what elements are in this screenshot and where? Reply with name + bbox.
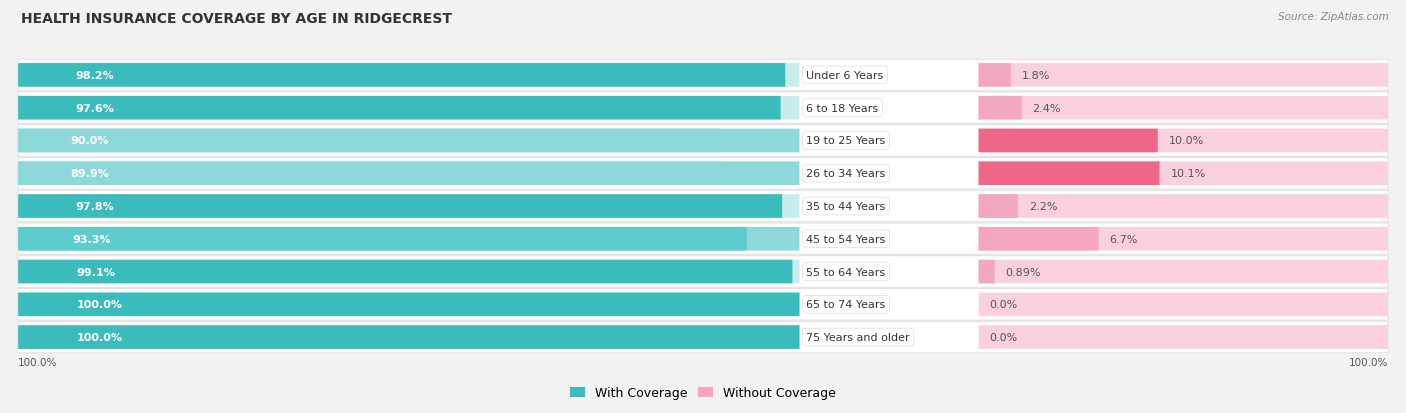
Text: 35 to 44 Years: 35 to 44 Years [807, 202, 886, 211]
Text: 19 to 25 Years: 19 to 25 Years [807, 136, 886, 146]
FancyBboxPatch shape [18, 289, 1388, 320]
FancyBboxPatch shape [979, 162, 1388, 185]
FancyBboxPatch shape [979, 97, 1388, 120]
Text: 6.7%: 6.7% [1109, 234, 1137, 244]
FancyBboxPatch shape [18, 158, 1388, 190]
FancyBboxPatch shape [18, 260, 800, 284]
Text: 93.3%: 93.3% [73, 234, 111, 244]
Text: 99.1%: 99.1% [76, 267, 115, 277]
FancyBboxPatch shape [18, 162, 720, 185]
FancyBboxPatch shape [979, 64, 1388, 88]
Text: 45 to 54 Years: 45 to 54 Years [807, 234, 886, 244]
FancyBboxPatch shape [18, 293, 800, 316]
FancyBboxPatch shape [18, 228, 747, 251]
FancyBboxPatch shape [18, 162, 800, 185]
Text: 98.2%: 98.2% [76, 71, 114, 81]
Text: 89.9%: 89.9% [70, 169, 110, 179]
FancyBboxPatch shape [979, 195, 1388, 218]
FancyBboxPatch shape [979, 260, 1388, 284]
Text: Source: ZipAtlas.com: Source: ZipAtlas.com [1278, 12, 1389, 22]
FancyBboxPatch shape [18, 260, 793, 284]
FancyBboxPatch shape [979, 97, 1022, 120]
FancyBboxPatch shape [18, 325, 800, 349]
FancyBboxPatch shape [979, 260, 994, 284]
Text: 10.0%: 10.0% [1168, 136, 1204, 146]
FancyBboxPatch shape [18, 256, 1388, 287]
FancyBboxPatch shape [18, 64, 800, 88]
FancyBboxPatch shape [979, 195, 1018, 218]
Text: 97.6%: 97.6% [76, 103, 114, 114]
Text: 97.8%: 97.8% [76, 202, 114, 211]
Text: 2.4%: 2.4% [1032, 103, 1062, 114]
FancyBboxPatch shape [18, 60, 1388, 91]
FancyBboxPatch shape [18, 64, 786, 88]
FancyBboxPatch shape [979, 129, 1388, 153]
Text: 55 to 64 Years: 55 to 64 Years [807, 267, 886, 277]
Text: 75 Years and older: 75 Years and older [807, 332, 910, 342]
Text: 0.0%: 0.0% [990, 299, 1018, 310]
Text: 100.0%: 100.0% [1348, 357, 1388, 367]
Text: 100.0%: 100.0% [18, 357, 58, 367]
FancyBboxPatch shape [979, 162, 1160, 185]
Text: 100.0%: 100.0% [77, 332, 122, 342]
Text: HEALTH INSURANCE COVERAGE BY AGE IN RIDGECREST: HEALTH INSURANCE COVERAGE BY AGE IN RIDG… [21, 12, 453, 26]
FancyBboxPatch shape [18, 129, 800, 153]
FancyBboxPatch shape [18, 191, 1388, 222]
Text: 1.8%: 1.8% [1022, 71, 1050, 81]
Text: 0.89%: 0.89% [1005, 267, 1040, 277]
FancyBboxPatch shape [18, 223, 1388, 255]
FancyBboxPatch shape [18, 228, 800, 251]
Text: Under 6 Years: Under 6 Years [807, 71, 883, 81]
FancyBboxPatch shape [18, 195, 782, 218]
Text: 65 to 74 Years: 65 to 74 Years [807, 299, 886, 310]
FancyBboxPatch shape [979, 325, 1388, 349]
Text: 10.1%: 10.1% [1171, 169, 1206, 179]
FancyBboxPatch shape [979, 129, 1157, 153]
Text: 6 to 18 Years: 6 to 18 Years [807, 103, 879, 114]
FancyBboxPatch shape [18, 322, 1388, 353]
Text: 100.0%: 100.0% [77, 299, 122, 310]
FancyBboxPatch shape [979, 228, 1098, 251]
Text: 26 to 34 Years: 26 to 34 Years [807, 169, 886, 179]
Text: 0.0%: 0.0% [990, 332, 1018, 342]
FancyBboxPatch shape [18, 97, 800, 120]
FancyBboxPatch shape [18, 293, 800, 316]
FancyBboxPatch shape [18, 93, 1388, 124]
FancyBboxPatch shape [18, 129, 721, 153]
FancyBboxPatch shape [18, 126, 1388, 157]
FancyBboxPatch shape [18, 97, 780, 120]
FancyBboxPatch shape [18, 325, 800, 349]
FancyBboxPatch shape [979, 228, 1388, 251]
Text: 2.2%: 2.2% [1029, 202, 1057, 211]
FancyBboxPatch shape [979, 293, 1388, 316]
FancyBboxPatch shape [979, 64, 1011, 88]
FancyBboxPatch shape [18, 195, 800, 218]
Text: 90.0%: 90.0% [70, 136, 110, 146]
Legend: With Coverage, Without Coverage: With Coverage, Without Coverage [565, 381, 841, 404]
